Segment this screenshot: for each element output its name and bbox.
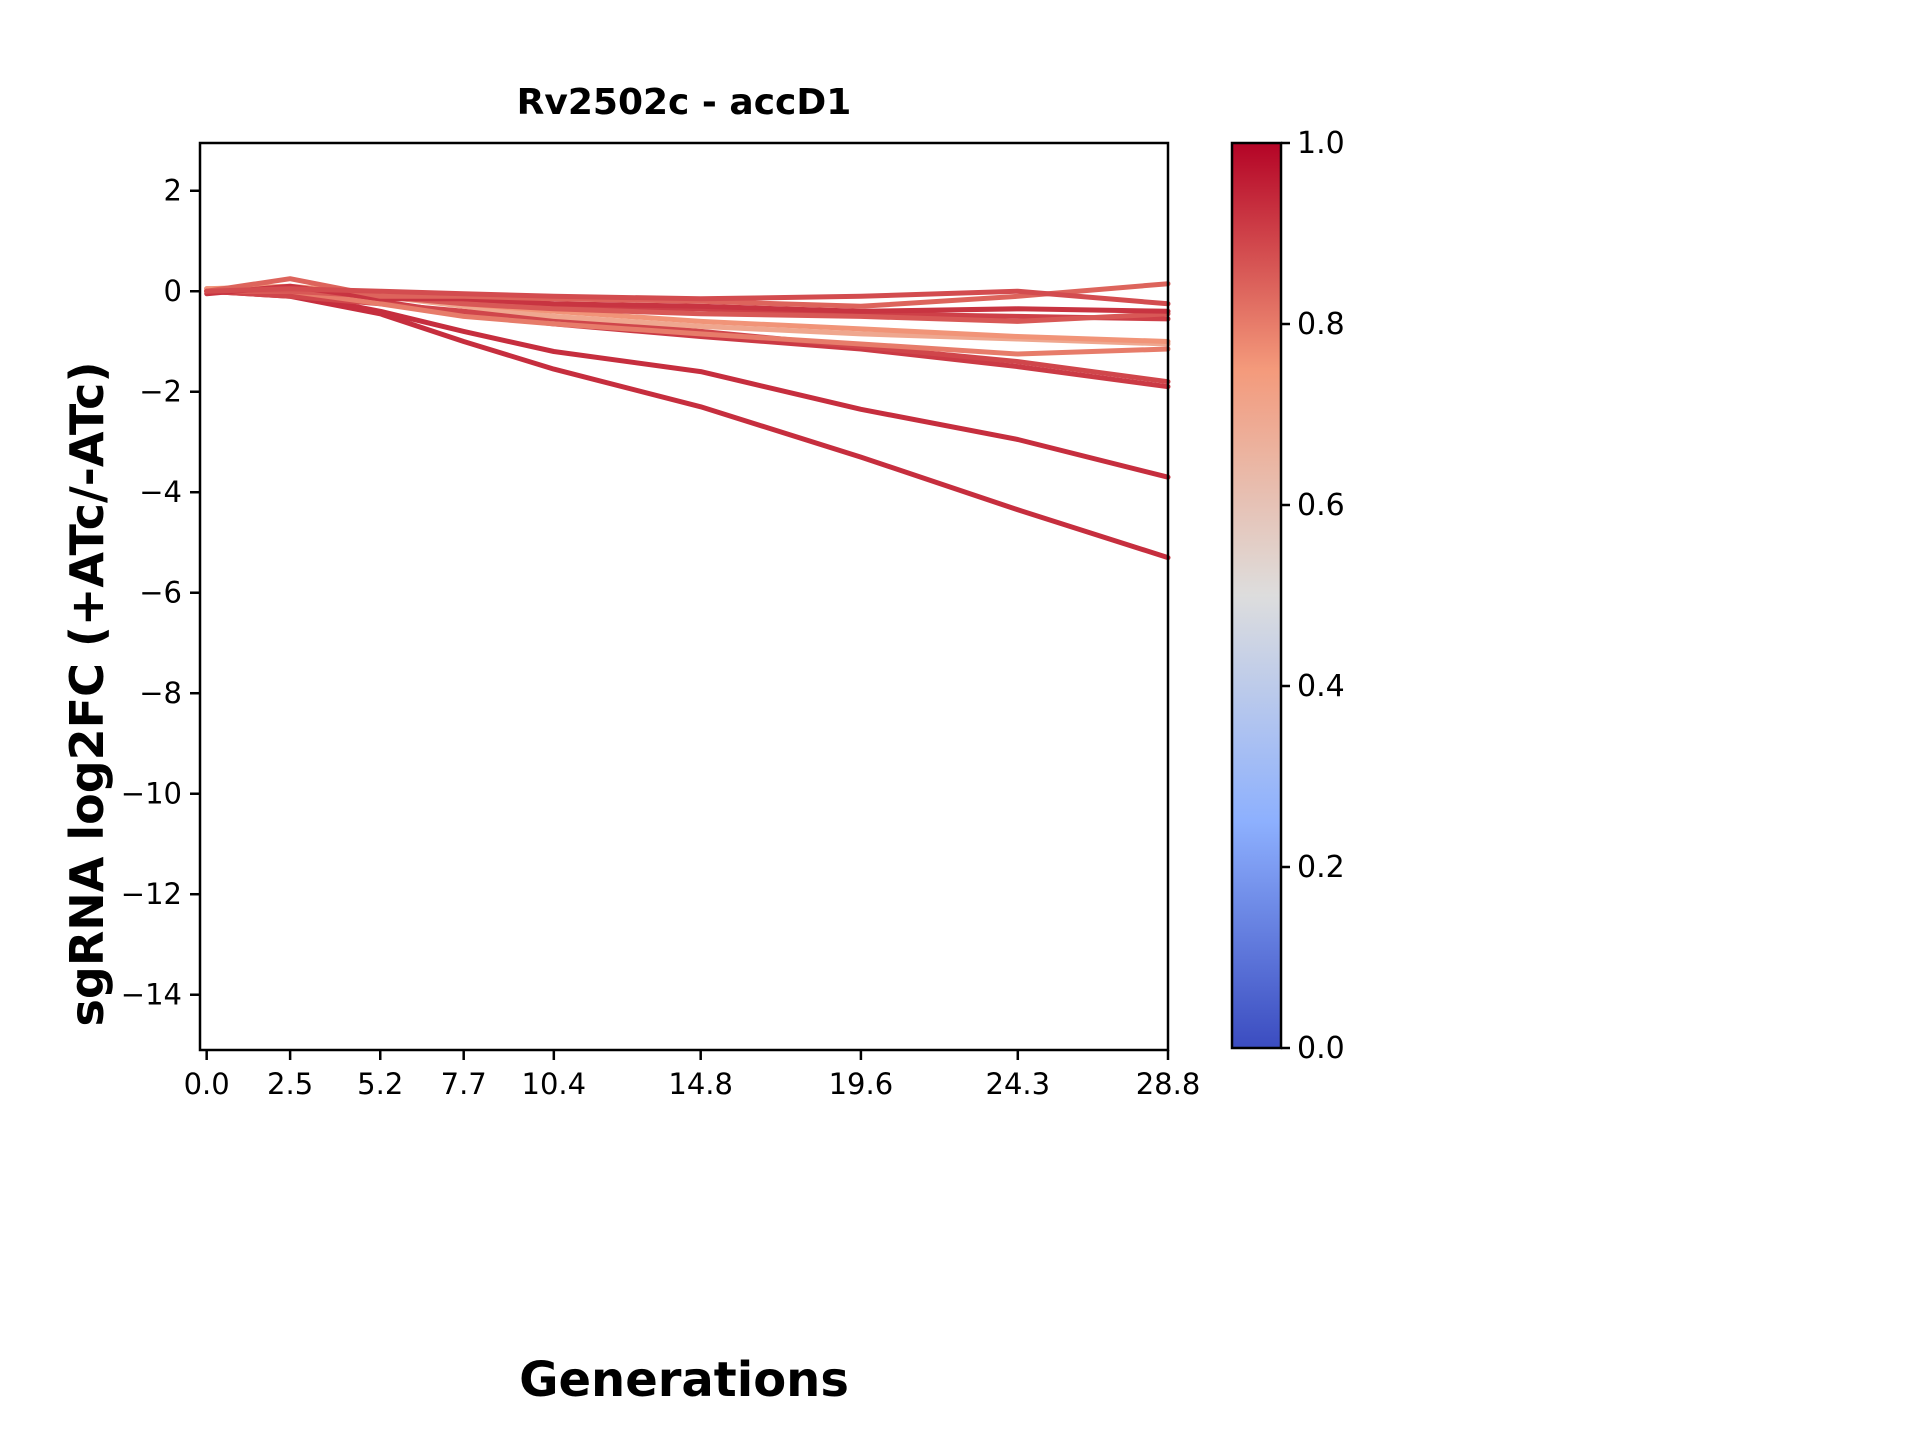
x-tick-label: 10.4	[522, 1067, 587, 1101]
chart-title: Rv2502c - accD1	[516, 82, 852, 123]
y-tick-label: −10	[121, 777, 182, 811]
colorbar-outline	[1230, 141, 1283, 1050]
series-line-sgRNA-12	[204, 286, 1171, 307]
x-tick-label: 0.0	[184, 1067, 230, 1101]
x-tick-label: 5.2	[357, 1067, 403, 1101]
x-tick-label: 2.5	[267, 1067, 313, 1101]
y-tick-label: −8	[139, 676, 182, 710]
colorbar	[1232, 143, 1281, 1048]
y-tick-label: −4	[139, 475, 182, 509]
y-tick-label: 2	[164, 174, 182, 208]
x-tick-label: 28.8	[1136, 1067, 1201, 1101]
axes-spines	[198, 141, 1170, 1052]
x-tick-label: 14.8	[668, 1067, 733, 1101]
series-line-sgRNA-1	[204, 288, 1171, 561]
colorbar-tick-label: 0.0	[1297, 1031, 1345, 1066]
y-tick-label: −6	[139, 576, 182, 610]
y-axis-label: sgRNA log2FC (+ATc/-ATc)	[60, 361, 114, 1027]
colorbar-tick-label: 0.2	[1297, 850, 1345, 885]
colorbar-tick-label: 0.6	[1297, 488, 1345, 523]
colorbar-tick-label: 0.4	[1297, 669, 1345, 704]
y-tick-label: −14	[121, 978, 182, 1012]
y-tick-label: −2	[139, 375, 182, 409]
y-tick-label: 0	[164, 274, 182, 308]
colorbar-tick-label: 1.0	[1297, 126, 1345, 161]
x-axis-label: Generations	[519, 1352, 849, 1408]
x-tick-label: 7.7	[441, 1067, 487, 1101]
colorbar-tick-label: 0.8	[1297, 307, 1345, 342]
y-tick-label: −12	[121, 877, 182, 911]
x-tick-label: 24.3	[986, 1067, 1051, 1101]
x-tick-label: 19.6	[829, 1067, 894, 1101]
